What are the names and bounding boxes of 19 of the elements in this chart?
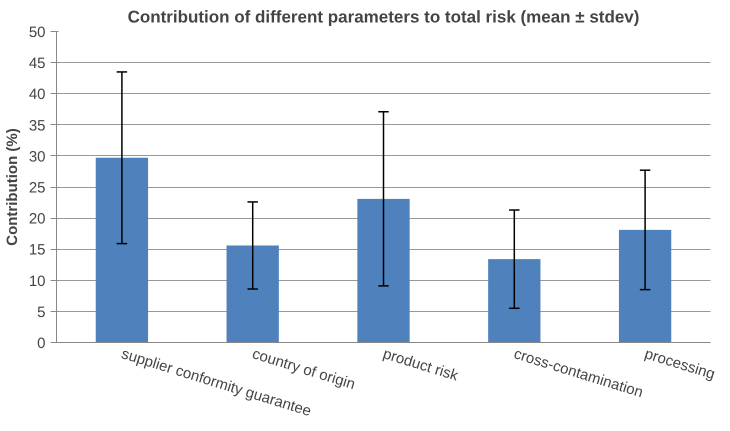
y-tick-label: 45 [28, 55, 46, 72]
y-tick-label: 10 [28, 272, 46, 290]
y-tick-label: 20 [28, 210, 46, 228]
x-tick-label: product risk [380, 345, 461, 385]
y-tick-label: 30 [28, 148, 46, 166]
bar [96, 158, 148, 342]
y-axis-title: Contribution (%) [4, 128, 21, 246]
y-tick-label: 25 [28, 180, 46, 196]
bar [618, 230, 672, 342]
y-tick-label: 15 [28, 242, 46, 259]
bar [357, 198, 410, 342]
bar [488, 259, 540, 342]
y-tick-label: 5 [37, 304, 46, 321]
y-tick-label: 40 [28, 86, 46, 104]
y-tick-label: 35 [28, 117, 46, 134]
bar [226, 245, 279, 342]
chart-title: Contribution of different parameters to total risk (mean ± stdev) [128, 8, 640, 26]
y-tick-label: 50 [28, 24, 46, 41]
y-tick-label: 0 [37, 335, 46, 352]
